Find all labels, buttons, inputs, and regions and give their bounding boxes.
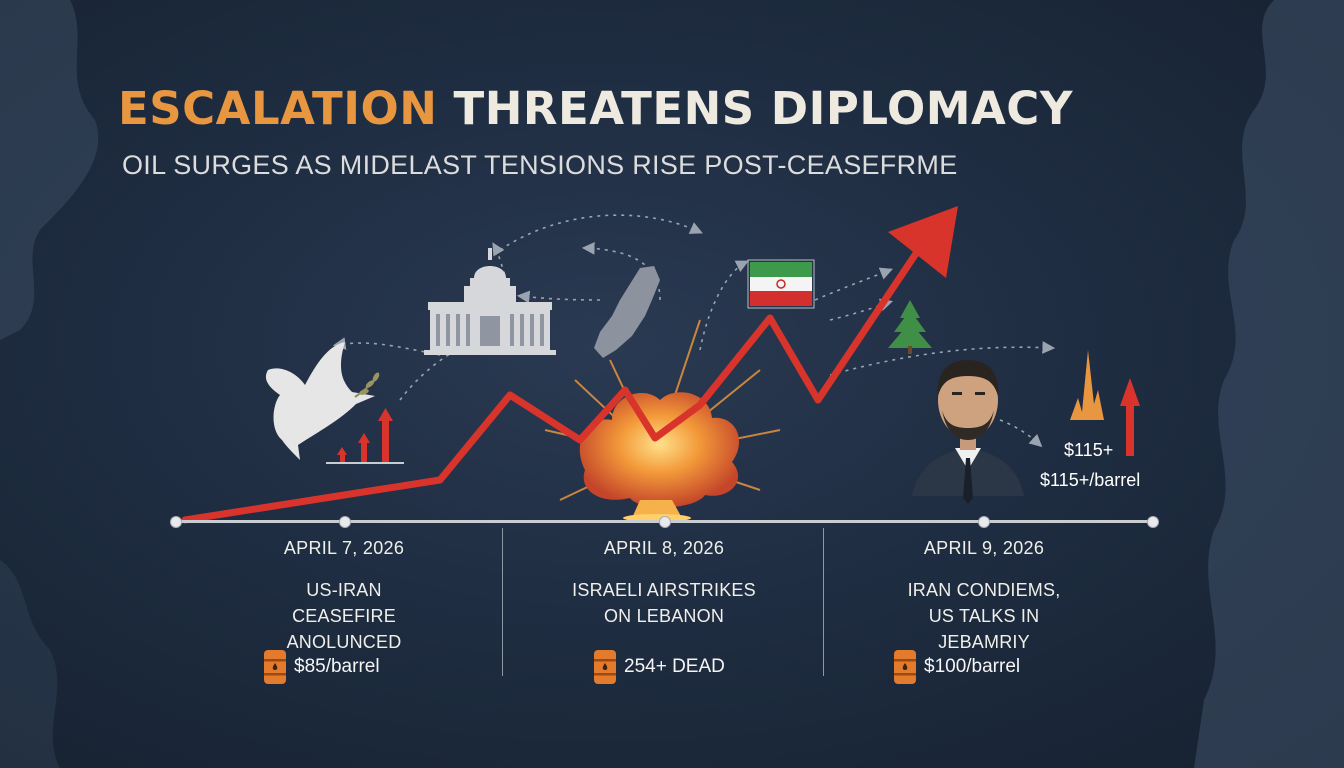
oil-barrel-icon [264, 650, 286, 684]
oil-barrel-icon [594, 650, 616, 684]
timeline-node [659, 516, 671, 528]
price-callout-short: $115+ [1064, 440, 1114, 460]
event-stat-value: 254+ DEAD [624, 656, 725, 677]
price-callout-full: $115+/barrel [1040, 470, 1141, 490]
event-date: APRIL 9, 2026 [923, 538, 1045, 558]
event-description: ISRAELI AIRSTRIKES ON LEBANON [572, 580, 756, 626]
event-stat-3: $100/barrel [892, 648, 1020, 686]
column-divider [823, 528, 824, 676]
timeline-node [339, 516, 351, 528]
oil-barrel-icon [894, 650, 916, 684]
column-divider [502, 528, 503, 676]
iran-flag-icon [747, 259, 815, 309]
page-title: ESCALATION THREATENS DIPLOMACY [118, 86, 1073, 131]
event-stat-1: $85/barrel [262, 648, 380, 686]
price-spike-icon [1070, 350, 1140, 456]
world-map-texture-left [0, 0, 99, 768]
title-rest: THREATENS DIPLOMACY [453, 82, 1073, 135]
event-description: US-IRAN CEASEFIRE ANOLUNCED [286, 580, 402, 652]
event-date: APRIL 8, 2026 [603, 538, 725, 558]
official-portrait-icon [912, 360, 1024, 504]
explosion-icon [544, 319, 781, 522]
timeline-node [170, 516, 182, 528]
title-accent: ESCALATION [118, 82, 438, 135]
page-subtitle: OIL SURGES AS MIDELAST TENSIONS RISE POS… [122, 150, 958, 180]
timeline-event-1: APRIL 7, 2026 US-IRAN CEASEFIRE ANOLUNCE… [194, 538, 494, 655]
event-stat-2: 254+ DEAD [592, 648, 725, 686]
timeline-node [978, 516, 990, 528]
timeline-event-3: APRIL 9, 2026 IRAN CONDIEMS, US TALKS IN… [834, 538, 1134, 655]
timeline-event-2: APRIL 8, 2026 ISRAELI AIRSTRIKES ON LEBA… [514, 538, 814, 629]
us-capitol-icon [424, 248, 556, 355]
rising-bars-icon [326, 408, 404, 464]
event-stat-value: $85/barrel [294, 656, 380, 677]
event-date: APRIL 7, 2026 [283, 538, 405, 558]
network-arrows [332, 214, 1056, 448]
peace-dove-icon [265, 342, 380, 460]
cedar-tree-icon [888, 300, 932, 354]
region-map-icon [594, 266, 660, 358]
timeline-node [1147, 516, 1159, 528]
oil-price-trend-arrow [181, 206, 958, 524]
event-description: IRAN CONDIEMS, US TALKS IN JEBAMRIY [907, 580, 1061, 652]
event-stat-value: $100/barrel [924, 656, 1021, 677]
world-map-texture-right [1194, 0, 1344, 768]
